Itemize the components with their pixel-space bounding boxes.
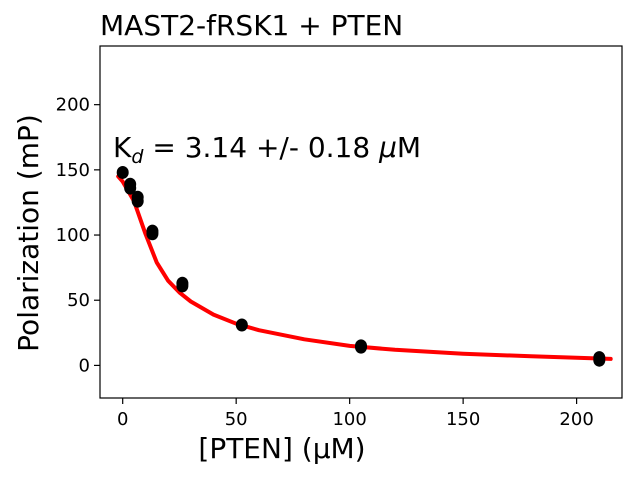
y-tick-label: 100 <box>56 225 90 246</box>
x-tick-label: 0 <box>117 409 128 430</box>
data-point <box>176 279 189 293</box>
data-point <box>355 340 367 354</box>
x-tick-label: 150 <box>446 409 480 430</box>
data-point <box>146 227 159 241</box>
data-point <box>593 353 606 367</box>
kd-unit: M <box>397 131 421 164</box>
fit-curve <box>116 174 613 361</box>
y-axis: 0 50 100 150 200 <box>56 95 100 376</box>
kd-label: K <box>113 131 132 164</box>
data-point <box>116 165 129 179</box>
y-tick-label: 200 <box>56 95 90 116</box>
data-points <box>116 165 606 367</box>
y-tick-label: 150 <box>56 160 90 181</box>
kd-subscript: d <box>131 146 144 168</box>
plot-area <box>99 45 623 399</box>
x-tick-label: 100 <box>332 409 366 430</box>
kd-value: = 3.14 +/- 0.18 <box>143 131 379 164</box>
y-tick-label: 0 <box>79 355 90 376</box>
chart-title: MAST2-fRSK1 + PTEN <box>100 9 403 42</box>
data-point <box>124 181 137 195</box>
kd-annotation: Kd = 3.14 +/- 0.18 μM <box>113 131 421 168</box>
x-axis-title: [PTEN] (μM) <box>198 432 365 465</box>
x-tick-label: 50 <box>225 409 248 430</box>
y-tick-label: 50 <box>67 290 90 311</box>
y-axis-title: Polarization (mP) <box>12 114 45 352</box>
data-point <box>235 318 248 332</box>
x-tick-label: 200 <box>559 409 593 430</box>
x-axis: 0 50 100 150 200 <box>117 398 594 430</box>
data-point <box>131 194 144 208</box>
kd-mu: μ <box>378 131 397 164</box>
